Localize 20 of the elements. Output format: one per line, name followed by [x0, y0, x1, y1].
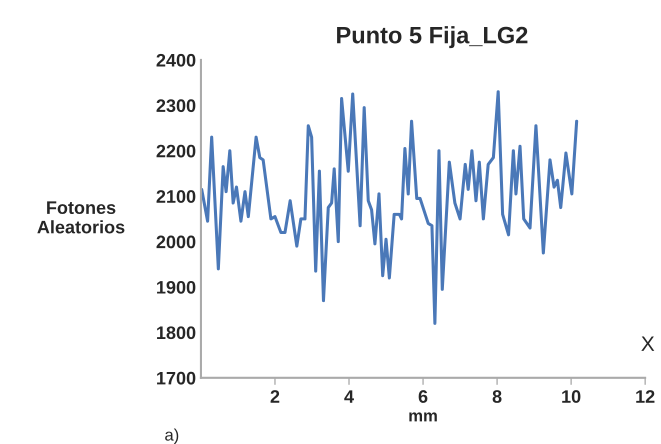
line-series — [200, 90, 578, 325]
y-tick-label: 2400 — [156, 54, 196, 67]
y-tick-label: 2000 — [156, 236, 196, 248]
y-tick-label: 2100 — [156, 190, 196, 203]
y-tick-label: 1900 — [157, 280, 196, 294]
y-tick-label: 2200 — [156, 144, 196, 158]
y-axis-title: Fotones Aleatorios — [37, 201, 124, 234]
x-tick-label: 12 — [636, 390, 654, 403]
annotation: X — [641, 336, 654, 351]
y-tick-label: 1800 — [157, 326, 196, 340]
x-tick-label: 2 — [270, 390, 280, 403]
x-tick-label: 6 — [418, 390, 428, 403]
x-tick-label: 8 — [492, 390, 502, 403]
y-tick-label: 2300 — [156, 99, 196, 112]
chart-title: Punto 5 Fija_LG2 — [337, 26, 528, 48]
x-tick-label: 10 — [562, 390, 580, 403]
y-tick-label: 1700 — [157, 372, 196, 385]
x-axis-title: mm — [409, 412, 437, 422]
text: a) — [165, 428, 178, 444]
x-tick-label: 4 — [344, 390, 354, 403]
